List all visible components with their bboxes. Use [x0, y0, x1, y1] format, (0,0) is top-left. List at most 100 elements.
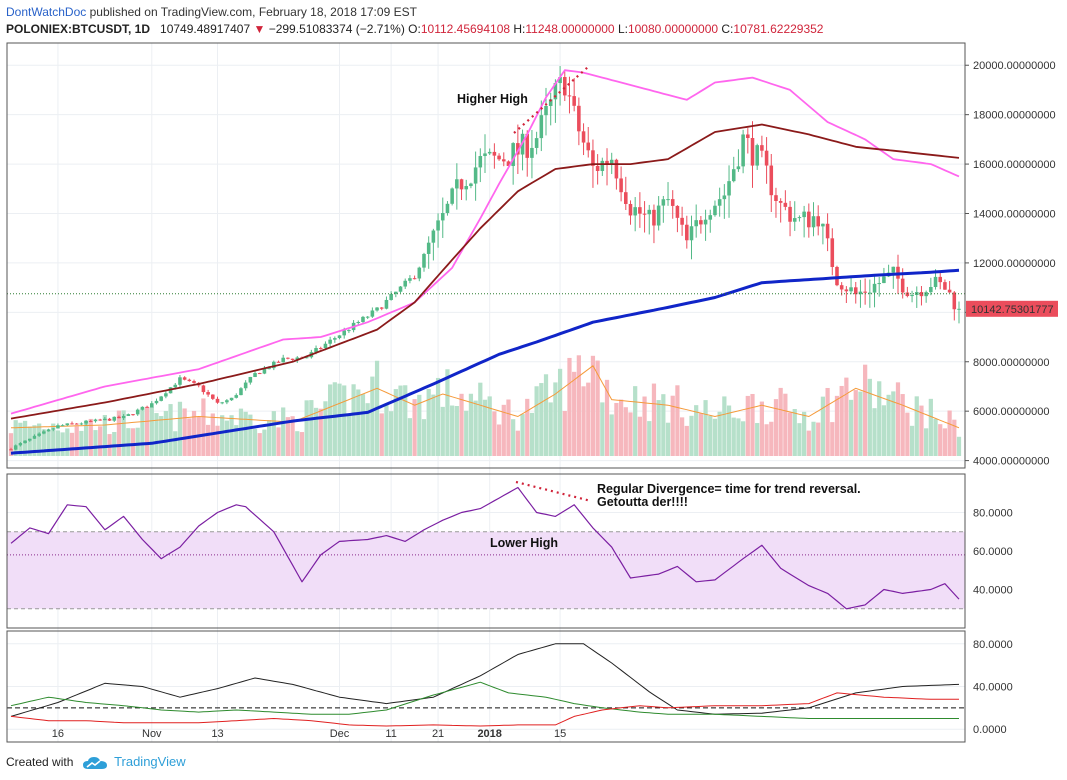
volume-bar: [628, 412, 633, 456]
volume-bar: [220, 415, 225, 456]
volume-bar: [576, 355, 581, 456]
candle-body: [609, 159, 614, 165]
volume-bar: [557, 368, 563, 456]
volume-bar: [703, 400, 708, 456]
candle-body: [426, 242, 431, 254]
volume-bar: [618, 399, 624, 456]
volume-bar: [285, 417, 291, 456]
candle-body: [666, 199, 670, 201]
lower-high-label: Lower High: [490, 536, 558, 550]
candle-body: [614, 159, 619, 179]
candle-body: [511, 143, 515, 167]
candle-body: [483, 153, 487, 157]
candle-body: [469, 183, 473, 187]
candle-body: [844, 289, 849, 292]
candle-body: [9, 449, 13, 451]
volume-bar: [32, 425, 37, 456]
candle-body: [60, 425, 65, 427]
candle-body: [853, 287, 858, 295]
candle-body: [929, 287, 933, 293]
volume-bar: [431, 394, 436, 456]
volume-bar: [468, 393, 474, 456]
candle-body: [516, 143, 520, 155]
volume-bar: [708, 415, 713, 456]
candle-body: [600, 160, 605, 171]
candle-body: [211, 394, 215, 399]
volume-bar: [492, 411, 497, 456]
panel-frame: [6, 630, 966, 743]
volume-bar: [867, 378, 872, 456]
volume-bar: [891, 391, 896, 456]
candle-body: [727, 181, 731, 196]
price-tick-label: 18000.00000000: [973, 110, 1056, 122]
candle-body: [126, 414, 131, 416]
volume-bar: [238, 408, 244, 456]
volume-bar: [65, 428, 70, 456]
candle-body: [281, 357, 285, 363]
volume-bar: [22, 420, 28, 456]
time-tick-label: 15: [554, 728, 566, 740]
volume-bar: [881, 405, 887, 456]
volume-bar: [820, 396, 826, 456]
candle-body: [27, 438, 32, 441]
candle-body: [858, 291, 863, 295]
volume-bar: [342, 385, 347, 456]
volume-bar: [942, 428, 948, 456]
candle-body: [464, 186, 469, 190]
volume-bar: [731, 417, 736, 456]
candle-body: [746, 134, 750, 139]
candle-body: [23, 440, 27, 444]
candle-body: [943, 282, 947, 290]
candle-body: [736, 166, 741, 170]
candle-body: [605, 160, 609, 165]
candle-body: [497, 155, 501, 160]
candle-body: [652, 209, 656, 226]
symbol-label[interactable]: POLONIEX:BTCUSDT, 1D: [6, 22, 151, 36]
candle-body: [577, 105, 581, 132]
price-axes[interactable]: 20000.00000000 18000.00000000 16000.000000…: [52, 60, 1058, 740]
volume-bar: [830, 422, 835, 456]
time-tick-label: 13: [211, 728, 223, 740]
volume-bar: [595, 360, 600, 456]
moving-averages: [7, 69, 965, 455]
volume-bar: [18, 422, 23, 456]
tradingview-brand-link[interactable]: TradingView: [114, 754, 186, 769]
candle-body: [933, 276, 938, 288]
volume-bar: [295, 431, 300, 456]
volume-bar: [421, 419, 427, 456]
volume-bar: [947, 410, 952, 456]
candle-body: [947, 289, 952, 293]
candle-body: [436, 220, 440, 231]
candle-body: [755, 145, 759, 166]
volume-bar: [149, 407, 154, 456]
volume-bar: [191, 410, 197, 456]
candle-body: [32, 435, 37, 439]
volume-bar: [351, 384, 356, 456]
volume-bar: [337, 383, 342, 456]
price-tick-label: 14000.00000000: [973, 208, 1056, 220]
candle-body: [356, 322, 361, 324]
volume-bar: [806, 430, 811, 456]
volume-bar: [450, 405, 455, 456]
panel-frame: [6, 473, 966, 629]
candle-body: [173, 384, 178, 388]
candle-body: [591, 150, 595, 166]
volume-bar: [802, 411, 807, 456]
candle-body: [938, 276, 943, 283]
rsi-tick-label: 80.0000: [973, 508, 1013, 520]
candle-body: [699, 220, 703, 225]
volume-bar: [525, 398, 530, 456]
candle-body: [882, 276, 886, 284]
volume-bar: [248, 414, 253, 456]
candle-body: [750, 138, 755, 166]
author-link[interactable]: DontWatchDoc: [6, 5, 87, 19]
volume-bar: [698, 413, 703, 456]
volume-bar: [276, 427, 281, 456]
ma-top-line: [10, 69, 960, 415]
candle-body: [403, 280, 408, 287]
volume-bar: [905, 412, 910, 456]
candle-body: [731, 169, 736, 182]
candle-body: [717, 199, 722, 206]
candle-body: [417, 267, 422, 279]
